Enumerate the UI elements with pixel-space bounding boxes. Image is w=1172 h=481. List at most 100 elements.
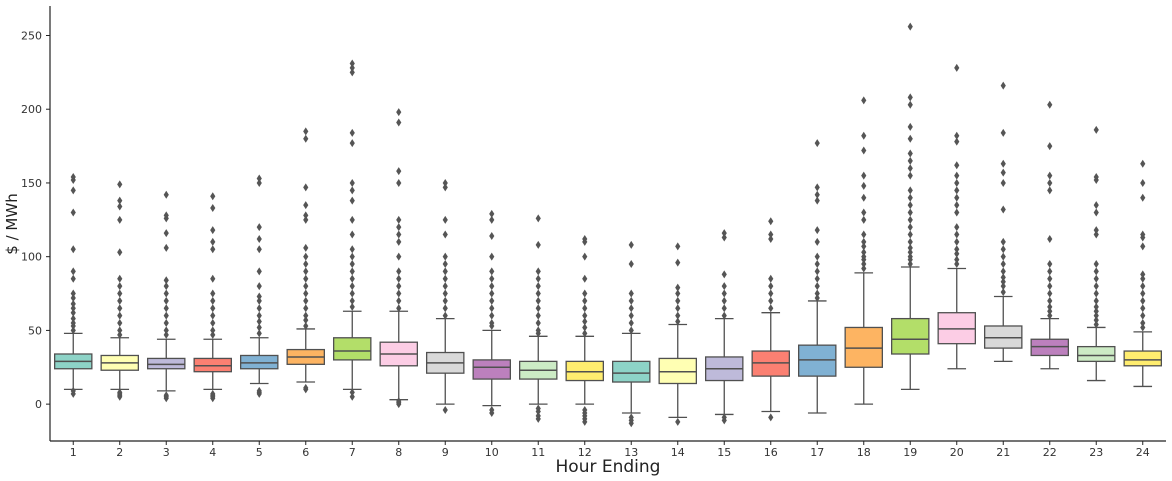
outlier-point <box>814 293 820 302</box>
outlier-point <box>256 329 262 338</box>
outlier-point <box>861 230 867 239</box>
outlier-point <box>954 237 960 246</box>
outlier-point <box>489 304 495 313</box>
outlier-point <box>303 316 309 325</box>
outlier-point <box>303 201 309 210</box>
outlier-point <box>768 296 774 305</box>
outlier-point <box>675 304 681 313</box>
outlier-point <box>256 296 262 305</box>
outlier-point <box>628 413 634 422</box>
outlier-point <box>210 289 216 298</box>
outlier-point <box>675 289 681 298</box>
outlier-point <box>1140 159 1146 168</box>
y-tick-label: 150 <box>21 177 42 190</box>
outlier-point <box>907 122 913 131</box>
outlier-point <box>489 289 495 298</box>
outlier-point <box>442 289 448 298</box>
outlier-point <box>1000 159 1006 168</box>
outlier-point <box>1000 252 1006 261</box>
outlier-point <box>1047 296 1053 305</box>
outlier-point <box>1000 81 1006 90</box>
outlier-point <box>1093 226 1099 235</box>
outlier-point <box>907 248 913 257</box>
outlier-point <box>954 178 960 187</box>
outlier-point <box>349 68 355 77</box>
outlier-point <box>117 304 123 313</box>
outlier-point <box>1093 274 1099 283</box>
outlier-point <box>210 389 216 398</box>
outlier-point <box>535 326 541 335</box>
x-tick-label: 22 <box>1043 446 1057 459</box>
outlier-point <box>1093 230 1099 239</box>
outlier-point <box>954 208 960 217</box>
outlier-point <box>907 208 913 217</box>
outlier-point <box>210 319 216 328</box>
outlier-point <box>861 252 867 261</box>
outlier-point <box>303 134 309 143</box>
x-tick-label: 5 <box>256 446 263 459</box>
outlier-point <box>861 208 867 217</box>
outlier-point <box>70 293 76 302</box>
outlier-point <box>396 215 402 224</box>
x-axis-label: Hour Ending <box>556 457 661 477</box>
outlier-point <box>70 289 76 298</box>
outlier-point <box>210 311 216 320</box>
outlier-point <box>70 274 76 283</box>
outlier-point <box>163 296 169 305</box>
outlier-point <box>768 413 774 422</box>
outlier-point <box>117 326 123 335</box>
outlier-point <box>117 180 123 189</box>
outlier-point <box>814 139 820 148</box>
outlier-point <box>70 299 76 308</box>
outlier-point <box>1093 307 1099 316</box>
outlier-point <box>396 267 402 276</box>
y-axis-label: $ / MWh <box>3 193 21 254</box>
outlier-point <box>1000 282 1006 291</box>
outlier-point <box>954 63 960 72</box>
outlier-point <box>675 296 681 305</box>
outlier-point <box>1140 323 1146 332</box>
outlier-point <box>535 267 541 276</box>
outlier-point <box>861 248 867 257</box>
outlier-point <box>1140 242 1146 251</box>
outlier-point <box>117 311 123 320</box>
outlier-point <box>210 237 216 246</box>
outlier-point <box>814 260 820 269</box>
outlier-point <box>814 289 820 298</box>
outlier-point <box>442 274 448 283</box>
outlier-point <box>210 192 216 201</box>
outlier-point <box>721 282 727 291</box>
outlier-point <box>535 311 541 320</box>
box-hour-24 <box>1123 159 1163 388</box>
outlier-point <box>256 292 262 301</box>
outlier-point <box>954 245 960 254</box>
outlier-point <box>489 296 495 305</box>
outlier-point <box>907 260 913 269</box>
outlier-point <box>117 215 123 224</box>
outlier-point <box>489 282 495 291</box>
outlier-point <box>675 242 681 251</box>
outlier-point <box>628 319 634 328</box>
plot-area <box>54 22 1163 428</box>
outlier-point <box>256 311 262 320</box>
box-hour-20 <box>937 63 977 370</box>
box-iqr <box>1077 345 1116 363</box>
outlier-point <box>1047 234 1053 243</box>
outlier-point <box>954 131 960 140</box>
outlier-point <box>768 217 774 226</box>
x-tick-label: 14 <box>671 446 685 459</box>
outlier-point <box>861 260 867 269</box>
box-iqr <box>891 317 930 355</box>
outlier-point <box>582 289 588 298</box>
y-tick-label: 50 <box>28 324 42 337</box>
outlier-point <box>210 304 216 313</box>
x-tick-label: 13 <box>624 446 638 459</box>
x-tick-label: 18 <box>857 446 871 459</box>
outlier-point <box>721 304 727 313</box>
outlier-point <box>303 289 309 298</box>
outlier-point <box>442 260 448 269</box>
outlier-point <box>163 243 169 252</box>
outlier-point <box>210 245 216 254</box>
outlier-point <box>396 282 402 291</box>
outlier-point <box>1140 270 1146 279</box>
